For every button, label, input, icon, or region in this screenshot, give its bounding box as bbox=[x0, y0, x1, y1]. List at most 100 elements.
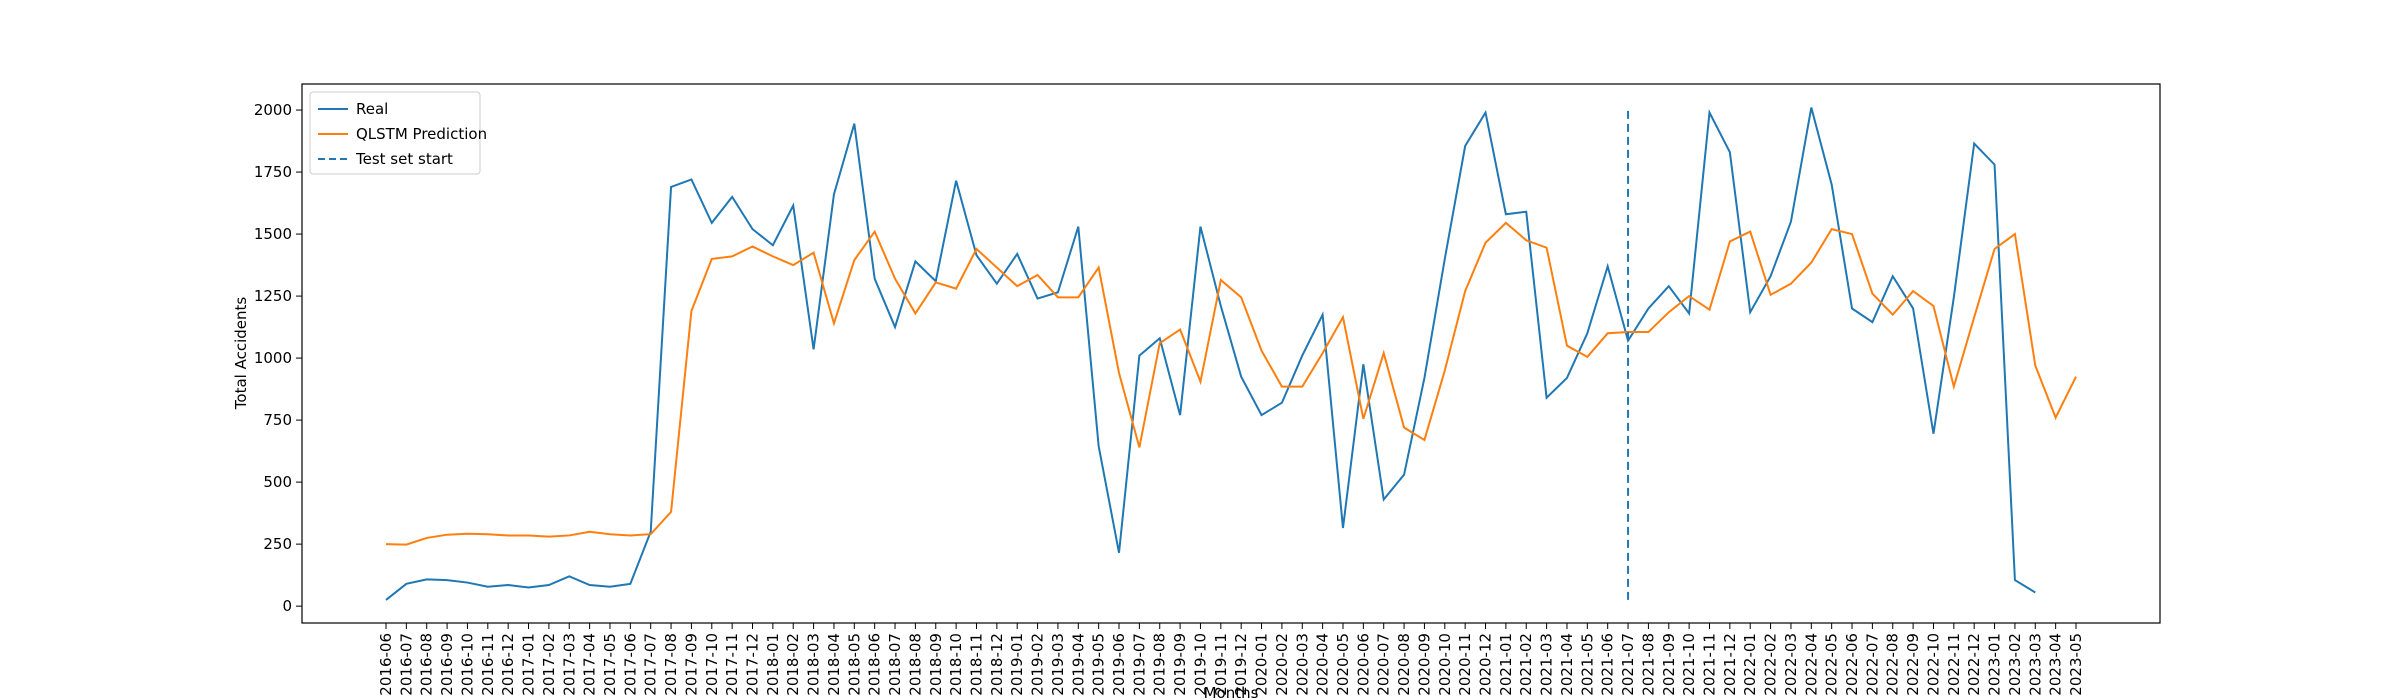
x-tick-label: 2021-04 bbox=[1558, 633, 1576, 696]
x-tick-label: 2018-01 bbox=[764, 633, 782, 696]
x-tick-label: 2018-08 bbox=[906, 633, 924, 696]
x-tick-label: 2016-06 bbox=[377, 633, 395, 696]
x-tick-label: 2019-04 bbox=[1069, 633, 1087, 696]
x-tick-label: 2018-05 bbox=[845, 633, 863, 696]
x-tick-label: 2020-09 bbox=[1415, 633, 1433, 696]
x-tick-label: 2016-10 bbox=[458, 633, 476, 696]
x-tick-label: 2020-08 bbox=[1395, 633, 1413, 696]
x-tick-label: 2018-11 bbox=[967, 633, 985, 696]
x-tick-label: 2022-03 bbox=[1782, 633, 1800, 696]
x-tick-label: 2017-07 bbox=[642, 633, 660, 696]
x-tick-label: 2021-09 bbox=[1660, 633, 1678, 696]
x-tick-label: 2023-01 bbox=[1986, 633, 2004, 696]
x-tick-label: 2023-04 bbox=[2047, 633, 2065, 696]
x-tick-label: 2022-07 bbox=[1863, 633, 1881, 696]
x-tick-label: 2022-11 bbox=[1945, 633, 1963, 696]
x-tick-label: 2022-10 bbox=[1924, 633, 1942, 696]
y-tick-label: 250 bbox=[263, 535, 292, 553]
legend-box bbox=[309, 91, 481, 175]
x-tick-label: 2019-02 bbox=[1029, 633, 1047, 696]
x-tick-label: 2021-02 bbox=[1517, 633, 1535, 696]
x-tick-label: 2017-01 bbox=[520, 633, 538, 696]
x-tick-label: 2017-12 bbox=[744, 633, 762, 696]
x-tick-label: 2016-09 bbox=[438, 633, 456, 696]
y-tick-label: 750 bbox=[263, 411, 292, 429]
x-tick-label: 2017-02 bbox=[540, 633, 558, 696]
x-tick-label: 2019-01 bbox=[1008, 633, 1026, 696]
legend-label: Test set start bbox=[355, 150, 453, 168]
x-tick-label: 2021-06 bbox=[1599, 633, 1617, 696]
x-tick-label: 2019-10 bbox=[1191, 633, 1209, 696]
x-tick-label: 2020-07 bbox=[1375, 633, 1393, 696]
x-tick-label: 2020-10 bbox=[1436, 633, 1454, 696]
x-tick-label: 2021-08 bbox=[1639, 633, 1657, 696]
x-tick-label: 2017-11 bbox=[723, 633, 741, 696]
x-tick-label: 2018-03 bbox=[805, 633, 823, 696]
x-tick-label: 2019-12 bbox=[1232, 633, 1250, 696]
x-tick-label: 2021-07 bbox=[1619, 633, 1637, 696]
x-tick-label: 2019-05 bbox=[1090, 633, 1108, 696]
x-tick-label: 2021-12 bbox=[1721, 633, 1739, 696]
x-tick-label: 2023-03 bbox=[2026, 633, 2044, 696]
x-tick-label: 2019-03 bbox=[1049, 633, 1067, 696]
x-tick-label: 2020-12 bbox=[1477, 633, 1495, 696]
x-tick-label: 2018-12 bbox=[988, 633, 1006, 696]
x-tick-label: 2017-03 bbox=[560, 633, 578, 696]
x-tick-label: 2020-11 bbox=[1456, 633, 1474, 696]
x-tick-label: 2023-05 bbox=[2067, 633, 2085, 696]
y-axis-label: Total Accidents bbox=[232, 297, 250, 411]
x-tick-label: 2022-06 bbox=[1843, 633, 1861, 696]
x-tick-label: 2017-06 bbox=[621, 633, 639, 696]
x-tick-label: 2022-04 bbox=[1802, 633, 1820, 696]
y-tick-label: 500 bbox=[263, 473, 292, 491]
x-tick-label: 2016-12 bbox=[499, 633, 517, 696]
x-axis-label: Months bbox=[1204, 684, 1259, 700]
x-tick-label: 2019-08 bbox=[1151, 633, 1169, 696]
x-tick-label: 2018-06 bbox=[866, 633, 884, 696]
legend-label: Real bbox=[356, 100, 388, 118]
x-tick-label: 2018-04 bbox=[825, 633, 843, 696]
x-tick-label: 2017-04 bbox=[581, 633, 599, 696]
x-tick-label: 2017-10 bbox=[703, 633, 721, 696]
legend-label: QLSTM Prediction bbox=[356, 125, 487, 143]
x-tick-label: 2021-11 bbox=[1700, 633, 1718, 696]
x-tick-label: 2020-06 bbox=[1354, 633, 1372, 696]
x-tick-label: 2022-02 bbox=[1762, 633, 1780, 696]
x-tick-label: 2021-03 bbox=[1538, 633, 1556, 696]
y-tick-label: 2000 bbox=[254, 101, 292, 119]
x-tick-label: 2023-02 bbox=[2006, 633, 2024, 696]
y-tick-label: 1000 bbox=[254, 349, 292, 367]
y-tick-label: 1500 bbox=[254, 225, 292, 243]
x-tick-label: 2018-02 bbox=[784, 633, 802, 696]
x-tick-label: 2020-03 bbox=[1293, 633, 1311, 696]
x-tick-label: 2019-07 bbox=[1130, 633, 1148, 696]
x-tick-label: 2022-09 bbox=[1904, 633, 1922, 696]
x-tick-label: 2016-08 bbox=[418, 633, 436, 696]
x-tick-label: 2021-10 bbox=[1680, 633, 1698, 696]
x-tick-label: 2019-06 bbox=[1110, 633, 1128, 696]
x-tick-label: 2020-04 bbox=[1314, 633, 1332, 696]
x-tick-label: 2017-05 bbox=[601, 633, 619, 696]
x-tick-label: 2020-02 bbox=[1273, 633, 1291, 696]
x-tick-label: 2020-01 bbox=[1253, 633, 1271, 696]
x-tick-label: 2018-07 bbox=[886, 633, 904, 696]
x-tick-label: 2020-05 bbox=[1334, 633, 1352, 696]
y-tick-label: 1750 bbox=[254, 163, 292, 181]
x-tick-label: 2022-12 bbox=[1965, 633, 1983, 696]
y-tick-label: 1250 bbox=[254, 287, 292, 305]
y-tick-label: 0 bbox=[282, 597, 292, 615]
x-tick-label: 2016-11 bbox=[479, 633, 497, 696]
x-tick-label: 2021-01 bbox=[1497, 633, 1515, 696]
x-tick-label: 2018-10 bbox=[947, 633, 965, 696]
x-tick-label: 2016-07 bbox=[397, 633, 415, 696]
x-tick-label: 2021-05 bbox=[1578, 633, 1596, 696]
x-tick-label: 2019-09 bbox=[1171, 633, 1189, 696]
plot-frame bbox=[301, 83, 2161, 624]
x-tick-label: 2019-11 bbox=[1212, 633, 1230, 696]
series-line bbox=[385, 221, 2077, 546]
x-tick-label: 2017-08 bbox=[662, 633, 680, 696]
x-tick-label: 2022-05 bbox=[1823, 633, 1841, 696]
x-tick-label: 2022-08 bbox=[1884, 633, 1902, 696]
x-tick-label: 2022-01 bbox=[1741, 633, 1759, 696]
